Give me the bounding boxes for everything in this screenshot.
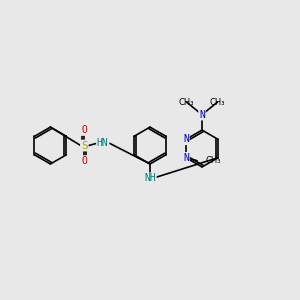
Text: O: O <box>81 125 87 135</box>
Text: HN: HN <box>97 138 109 148</box>
Text: NH: NH <box>144 173 156 183</box>
Text: O: O <box>81 156 87 166</box>
Text: CH₃: CH₃ <box>179 98 194 106</box>
Text: CH₃: CH₃ <box>206 156 221 165</box>
Text: CH₃: CH₃ <box>210 98 225 106</box>
Text: N: N <box>183 153 189 163</box>
Text: S: S <box>81 140 88 151</box>
Text: N: N <box>183 134 189 144</box>
Text: N: N <box>199 110 205 120</box>
